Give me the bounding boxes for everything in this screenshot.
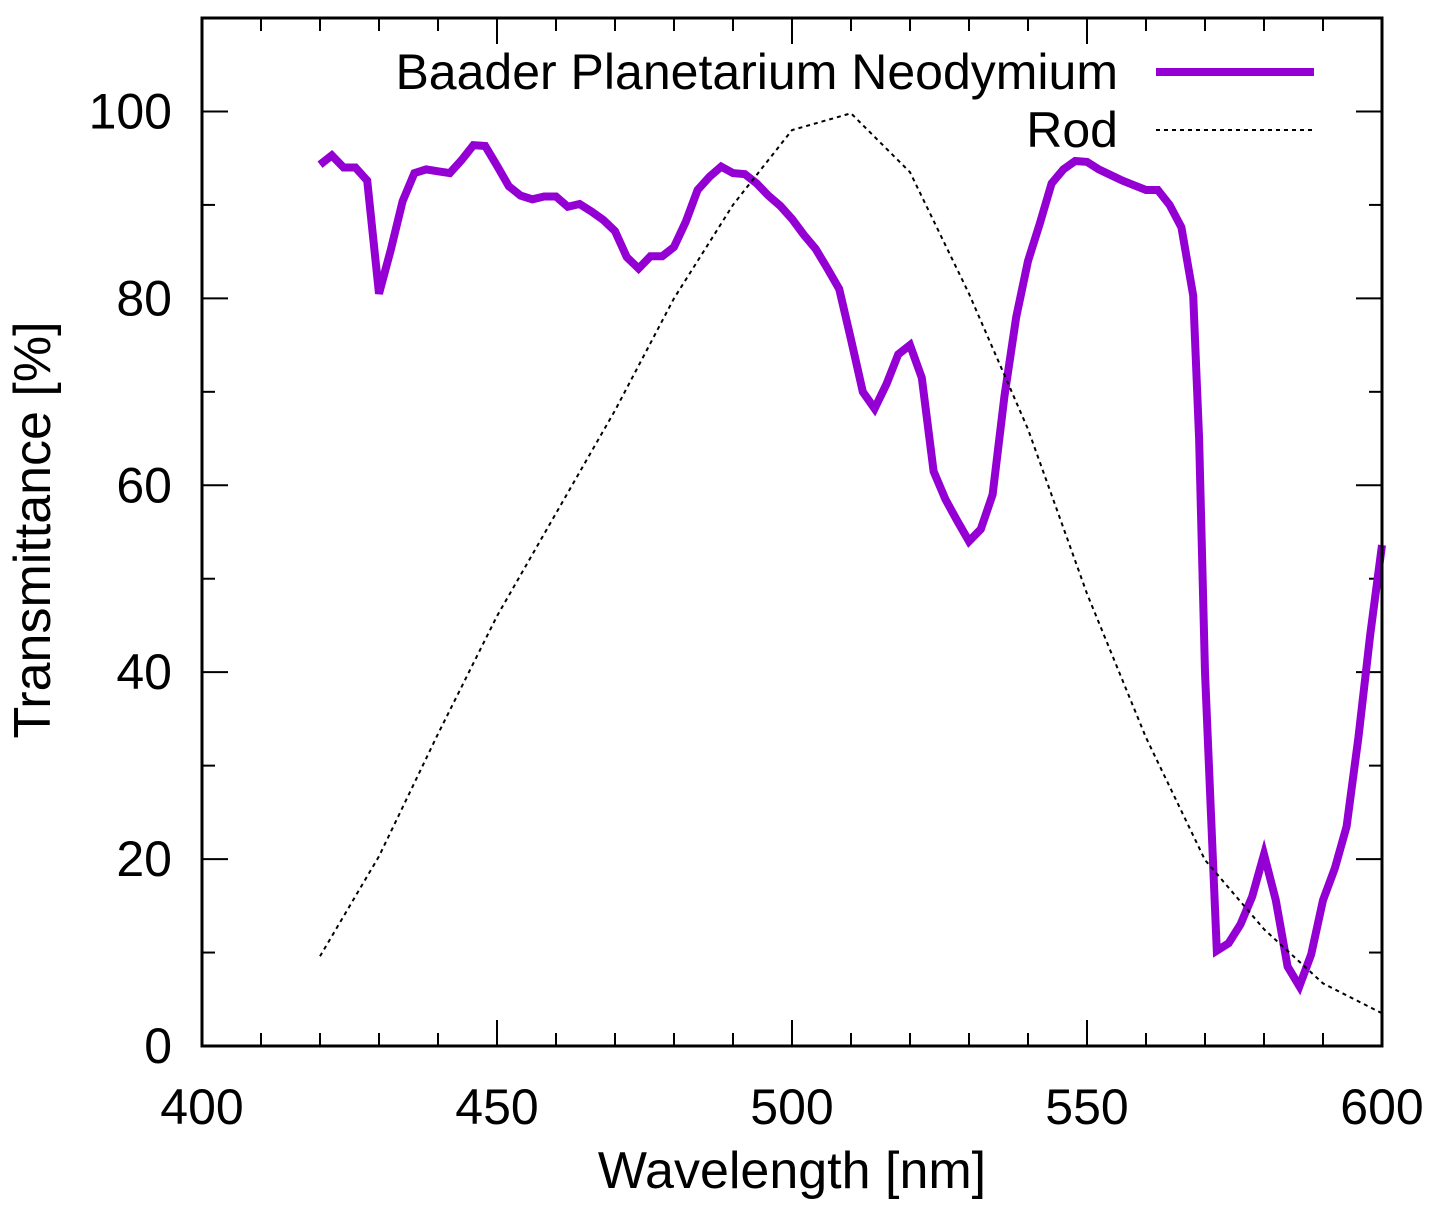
x-tick-label: 500 [750, 1079, 833, 1135]
x-tick-label: 600 [1340, 1079, 1423, 1135]
minor-ticks [202, 17, 1382, 1046]
plot-frame [200, 16, 1384, 1048]
y-tick-label: 0 [144, 1018, 172, 1074]
y-tick-labels: 0 20 40 60 80 100 [89, 83, 172, 1074]
x-tick-label: 550 [1045, 1079, 1128, 1135]
series-line-baader-planetarium-neodymium [317, 140, 1386, 996]
legend-label: Baader Planetarium Neodymium [395, 44, 1118, 100]
y-tick-label: 80 [116, 270, 172, 326]
x-tick-labels: 400 450 500 550 600 [160, 1079, 1423, 1135]
x-axis-title: Wavelength [nm] [598, 1142, 986, 1200]
series-line-rod [319, 112, 1383, 1015]
y-tick-label: 40 [116, 644, 172, 700]
x-tick-label: 450 [455, 1079, 538, 1135]
y-tick-label: 60 [116, 457, 172, 513]
x-tick-label: 400 [160, 1079, 243, 1135]
y-tick-label: 20 [116, 831, 172, 887]
y-tick-label: 100 [89, 83, 172, 139]
series-layer [317, 112, 1386, 1015]
legend-label: Rod [1026, 102, 1118, 158]
y-axis-title: Transmittance [%] [4, 321, 62, 738]
